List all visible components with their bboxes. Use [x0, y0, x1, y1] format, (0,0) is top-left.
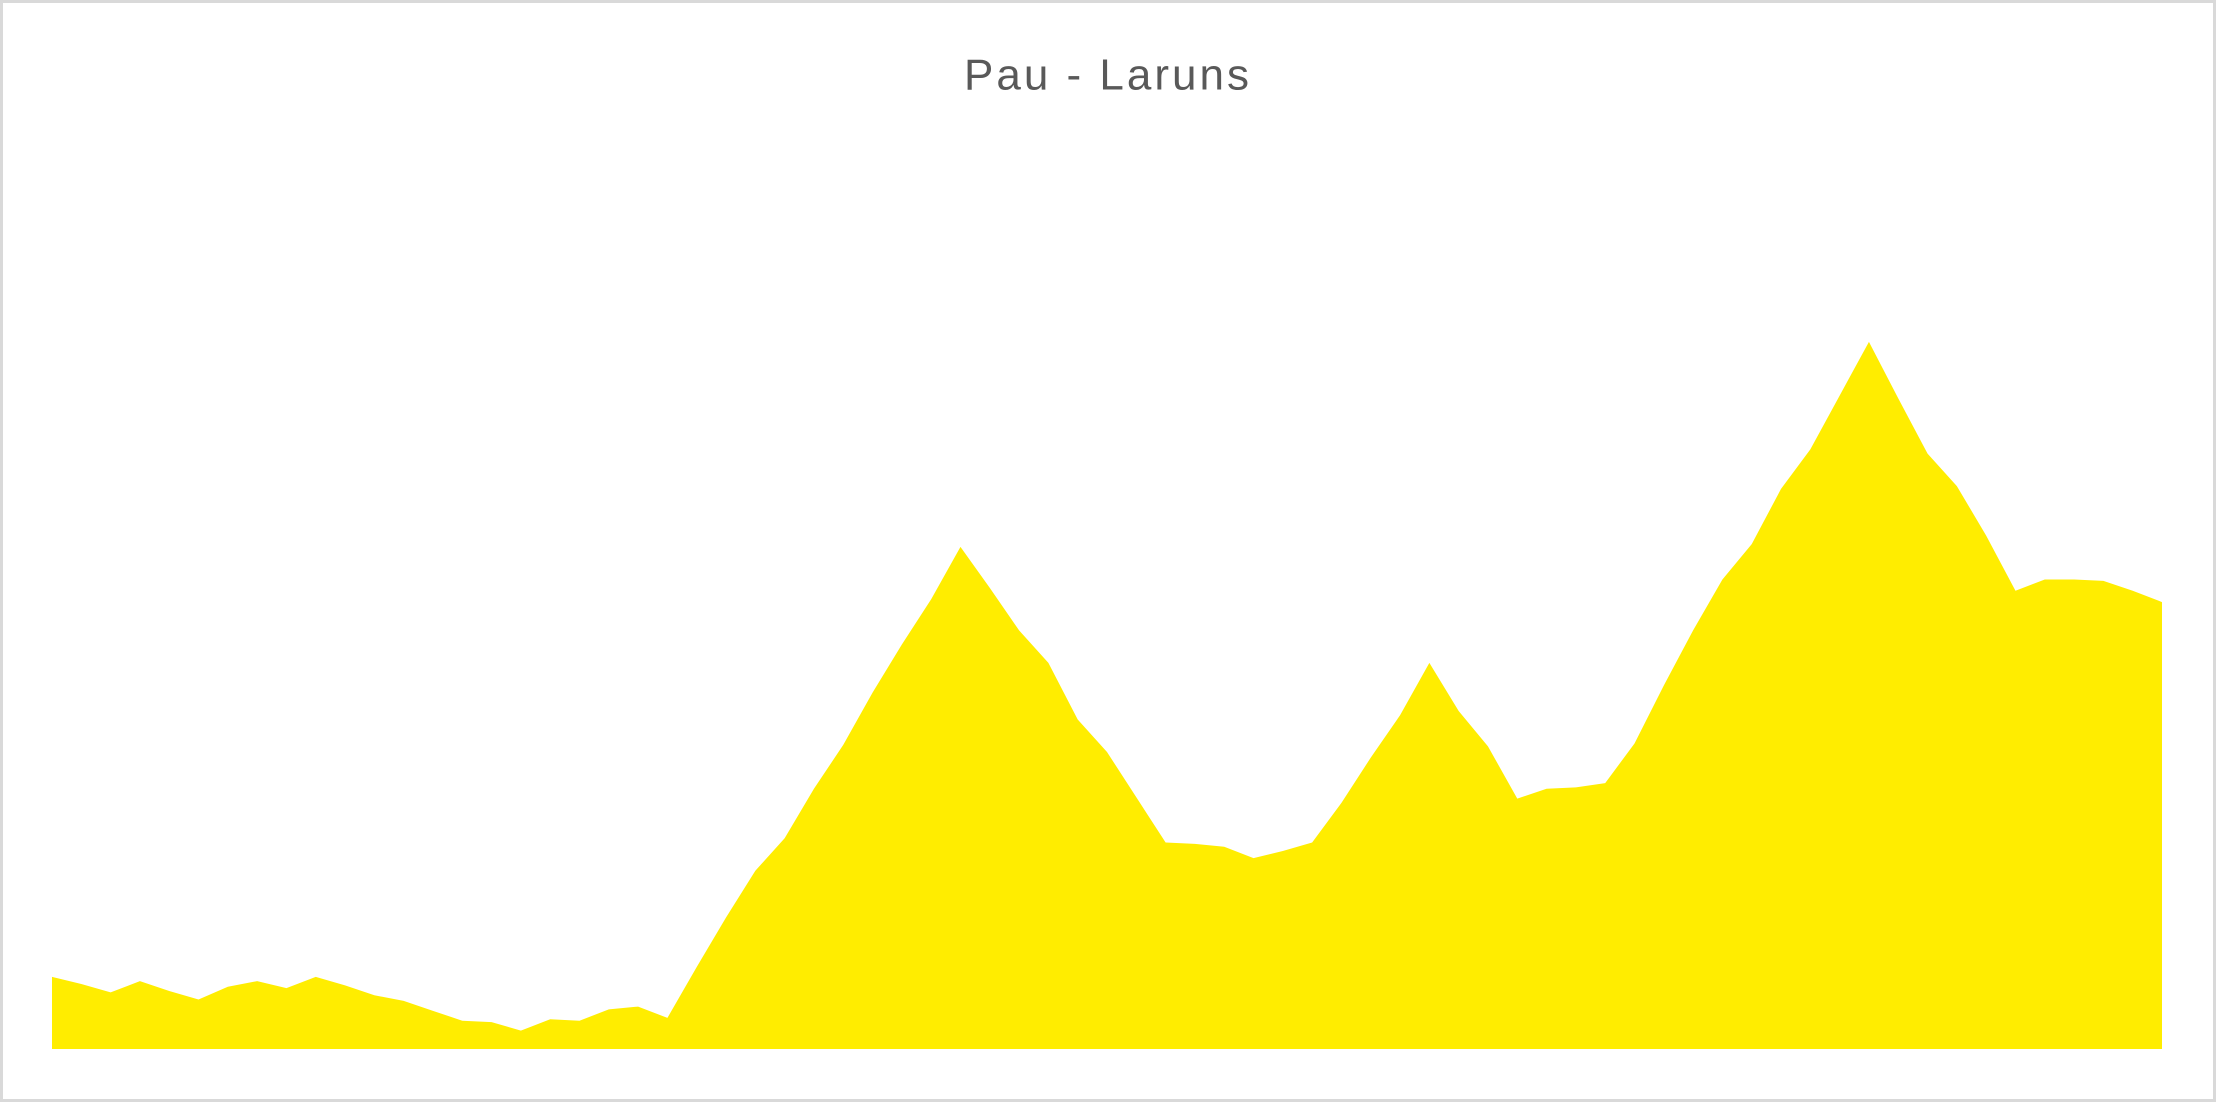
area	[52, 341, 2162, 1049]
chart-title: Pau - Laruns	[964, 51, 1252, 100]
